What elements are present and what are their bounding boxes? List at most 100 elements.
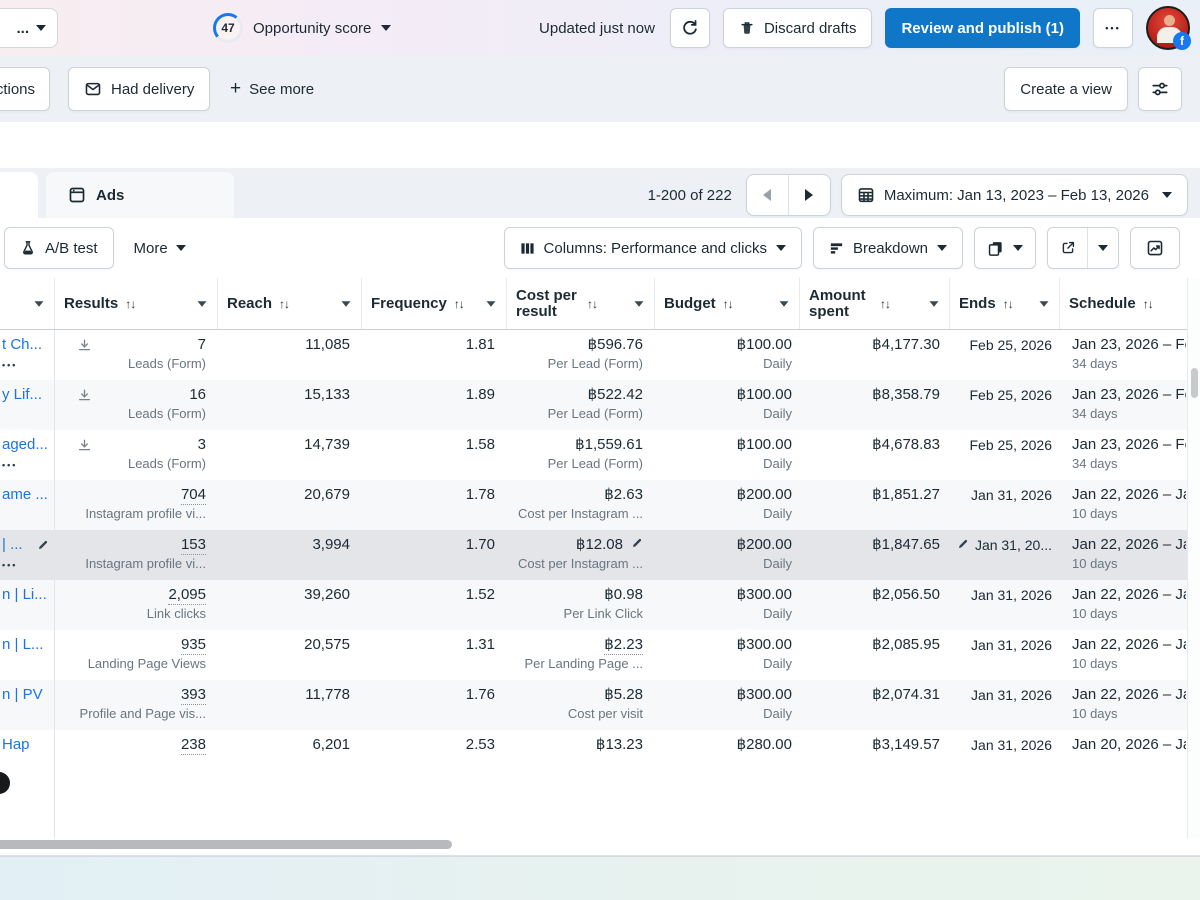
sort-icon[interactable]: ↑↓ — [880, 297, 890, 311]
columns-button[interactable]: Columns: Performance and clicks — [504, 227, 802, 269]
table-row[interactable]: | ...•••153Instagram profile vi...3,9941… — [0, 530, 1200, 580]
cell-ends: Feb 25, 2026 — [950, 330, 1060, 380]
create-a-view-button[interactable]: Create a view — [1004, 67, 1128, 111]
ad-name-link[interactable]: aged... — [2, 436, 48, 454]
opportunity-score[interactable]: 47 Opportunity score — [213, 13, 391, 43]
edit-name-pencil-icon[interactable] — [37, 539, 49, 551]
account-selector[interactable]: ... — [0, 8, 58, 48]
table-row[interactable]: t Ch...•••7Leads (Form)11,0851.81฿596.76… — [0, 330, 1200, 380]
more-menu-button[interactable]: More — [134, 240, 186, 257]
chevron-down-icon[interactable] — [1040, 301, 1049, 306]
table-row[interactable]: y Lif...16Leads (Form)15,1331.89฿522.42P… — [0, 380, 1200, 430]
cell-amount-spent: ฿3,149.57 — [800, 730, 950, 762]
score-ring: 47 — [213, 13, 243, 43]
cell-name: Hap — [0, 730, 55, 762]
table-row[interactable]: Hap2386,2012.53฿13.23฿280.00฿3,149.57Jan… — [0, 730, 1200, 762]
column-header-amount-spent[interactable]: Amount spent↑↓ — [800, 278, 950, 329]
column-resize-divider[interactable] — [54, 330, 55, 838]
chevron-down-icon[interactable] — [35, 301, 44, 306]
download-icon[interactable] — [77, 338, 92, 353]
table-row[interactable]: n | L...935Landing Page Views20,5751.31฿… — [0, 630, 1200, 680]
table-row[interactable]: n | Li...2,095Link clicks39,2601.52฿0.98… — [0, 580, 1200, 630]
table-row[interactable]: aged...•••3Leads (Form)14,7391.58฿1,559.… — [0, 430, 1200, 480]
sort-icon[interactable]: ↑↓ — [125, 297, 135, 311]
table-row[interactable]: n | PV393Profile and Page vis...11,7781.… — [0, 680, 1200, 730]
more-options-button[interactable]: ••• — [1093, 8, 1133, 48]
review-and-publish-button[interactable]: Review and publish (1) — [885, 8, 1080, 48]
column-header-results[interactable]: Results↑↓ — [55, 278, 218, 329]
filter-chip-actions[interactable]: ctions — [0, 67, 50, 111]
floating-button-partial[interactable] — [0, 772, 10, 794]
vertical-scrollbar[interactable] — [1187, 278, 1200, 838]
ad-name-link[interactable]: n | PV — [2, 686, 43, 704]
cell-budget: ฿280.00 — [655, 730, 800, 762]
sort-icon[interactable]: ↑↓ — [1143, 297, 1153, 311]
see-more-filters-button[interactable]: + See more — [230, 67, 314, 111]
column-header-cost-per-result[interactable]: Cost per result↑↓ — [507, 278, 655, 329]
cell-cost-per-result: ฿0.98Per Link Click — [507, 580, 655, 630]
ad-name-link[interactable]: Hap — [2, 736, 30, 754]
download-icon[interactable] — [77, 388, 92, 403]
sort-icon[interactable]: ↑↓ — [279, 297, 289, 311]
discard-drafts-button[interactable]: Discard drafts — [723, 8, 873, 48]
tab-ads[interactable]: Ads — [46, 172, 234, 218]
ad-name-link[interactable]: t Ch... — [2, 336, 42, 354]
ab-test-button[interactable]: A/B test — [4, 227, 114, 269]
chevron-down-icon[interactable] — [780, 301, 789, 306]
horizontal-scrollbar-thumb[interactable] — [0, 840, 452, 849]
score-label: Opportunity score — [253, 20, 371, 37]
export-button[interactable] — [1048, 228, 1087, 268]
chevron-down-icon[interactable] — [487, 301, 496, 306]
ellipsis-icon: ••• — [1105, 23, 1120, 33]
column-header-name[interactable] — [0, 278, 55, 329]
ad-name-link[interactable]: y Lif... — [2, 386, 42, 404]
edit-cost-pencil-icon[interactable] — [631, 537, 643, 549]
column-header-frequency[interactable]: Frequency↑↓ — [362, 278, 507, 329]
ad-name-link[interactable]: | ... — [2, 536, 23, 554]
sort-icon[interactable]: ↑↓ — [1003, 297, 1013, 311]
vertical-scrollbar-thumb[interactable] — [1191, 368, 1198, 398]
chevron-down-icon — [937, 245, 947, 251]
sort-icon[interactable]: ↑↓ — [723, 297, 733, 311]
profile-avatar[interactable]: f — [1146, 6, 1190, 50]
ad-name-link[interactable]: n | L... — [2, 636, 43, 654]
row-menu-icon[interactable]: ••• — [2, 360, 55, 370]
filter-chip-had-delivery[interactable]: Had delivery — [68, 67, 210, 111]
ad-name-link[interactable]: n | Li... — [2, 586, 47, 604]
chevron-down-icon[interactable] — [342, 301, 351, 306]
trends-button[interactable] — [1130, 227, 1180, 269]
row-menu-icon[interactable]: ••• — [2, 560, 55, 570]
column-header-ends[interactable]: Ends↑↓ — [950, 278, 1060, 329]
date-range-selector[interactable]: Maximum: Jan 13, 2023 – Feb 13, 2026 — [841, 174, 1188, 216]
breakdown-button[interactable]: Breakdown — [813, 227, 963, 269]
refresh-button[interactable] — [670, 8, 710, 48]
sort-icon[interactable]: ↑↓ — [587, 297, 597, 311]
column-header-reach[interactable]: Reach↑↓ — [218, 278, 362, 329]
download-icon[interactable] — [77, 438, 92, 453]
edit-ends-pencil-icon[interactable] — [957, 538, 969, 550]
row-menu-icon[interactable]: ••• — [2, 460, 55, 470]
chevron-down-icon[interactable] — [930, 301, 939, 306]
export-options-button[interactable] — [1087, 228, 1118, 268]
cell-reach: 39,260 — [218, 580, 362, 630]
table-row[interactable]: ame ...704Instagram profile vi...20,6791… — [0, 480, 1200, 530]
ad-name-link[interactable]: ame ... — [2, 486, 48, 504]
ab-test-label: A/B test — [45, 240, 98, 257]
cell-name: | ... ••• — [0, 530, 55, 580]
chevron-down-icon[interactable] — [635, 301, 644, 306]
cell-reach: 20,575 — [218, 630, 362, 680]
column-header-budget[interactable]: Budget↑↓ — [655, 278, 800, 329]
next-page-button[interactable] — [789, 175, 830, 215]
cell-name: n | Li... — [0, 580, 55, 630]
tab-partial-left[interactable] — [0, 172, 38, 218]
cell-reach: 15,133 — [218, 380, 362, 430]
cell-cost-per-result: ฿13.23 — [507, 730, 655, 762]
previous-page-button[interactable] — [747, 175, 788, 215]
column-header-schedule[interactable]: Schedule↑↓ — [1060, 278, 1186, 329]
sort-icon[interactable]: ↑↓ — [454, 297, 464, 311]
chevron-down-icon[interactable] — [198, 301, 207, 306]
reports-button[interactable] — [974, 227, 1036, 269]
cell-schedule: Jan 22, 2026 – Ja10 days — [1060, 630, 1186, 680]
cell-ends: Jan 31, 2026 — [950, 580, 1060, 630]
view-settings-button[interactable] — [1138, 67, 1182, 111]
